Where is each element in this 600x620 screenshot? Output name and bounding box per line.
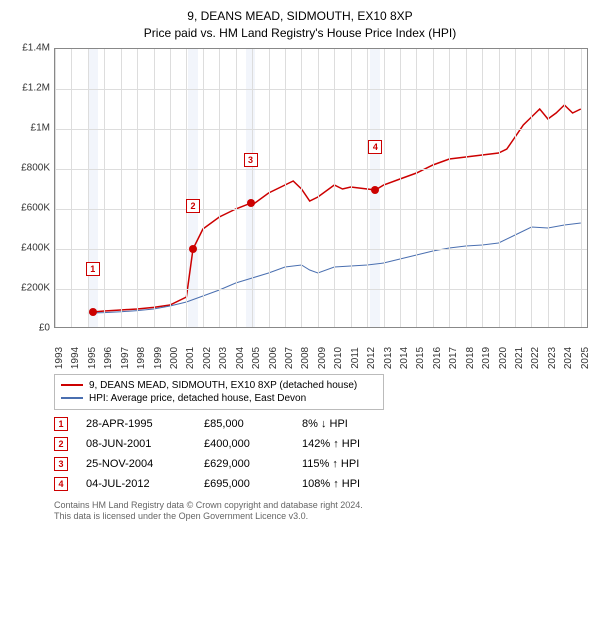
event-date: 25-NOV-2004 [86, 458, 186, 470]
x-tick-label: 2012 [366, 346, 377, 368]
x-tick-label: 2021 [514, 346, 525, 368]
y-tick-label: £1M [31, 122, 50, 133]
x-tick-label: 1998 [136, 346, 147, 368]
legend-label: HPI: Average price, detached house, East… [89, 393, 306, 404]
x-tick-label: 1999 [153, 346, 164, 368]
legend-swatch [61, 397, 83, 399]
y-tick-label: £800K [21, 162, 50, 173]
y-axis: £0£200K£400K£600K£800K£1M£1.2M£1.4M [10, 48, 52, 328]
x-tick-label: 2018 [465, 346, 476, 368]
y-tick-label: £1.4M [22, 42, 50, 53]
legend-item: HPI: Average price, detached house, East… [61, 392, 377, 405]
x-tick-label: 2016 [432, 346, 443, 368]
event-price: £400,000 [204, 438, 284, 450]
event-price: £85,000 [204, 418, 284, 430]
event-hpi: 108% ↑ HPI [302, 478, 382, 490]
sale-marker: 4 [368, 140, 382, 154]
sale-dot [89, 308, 97, 316]
chart-container: 9, DEANS MEAD, SIDMOUTH, EX10 8XP Price … [0, 0, 600, 527]
event-date: 04-JUL-2012 [86, 478, 186, 490]
event-hpi: 115% ↑ HPI [302, 458, 382, 470]
x-tick-label: 1997 [120, 346, 131, 368]
x-tick-label: 1996 [103, 346, 114, 368]
footnote: Contains HM Land Registry data © Crown c… [54, 500, 590, 523]
event-price: £695,000 [204, 478, 284, 490]
chart-lines [55, 49, 589, 329]
event-row: 3 25-NOV-2004 £629,000 115% ↑ HPI [54, 454, 590, 474]
title-block: 9, DEANS MEAD, SIDMOUTH, EX10 8XP Price … [10, 8, 590, 42]
footnote-line-1: Contains HM Land Registry data © Crown c… [54, 500, 590, 512]
x-tick-label: 2007 [284, 346, 295, 368]
x-tick-label: 2001 [185, 346, 196, 368]
x-tick-label: 2004 [235, 346, 246, 368]
sale-marker: 2 [186, 199, 200, 213]
x-tick-label: 2023 [547, 346, 558, 368]
event-hpi: 142% ↑ HPI [302, 438, 382, 450]
x-tick-label: 2005 [251, 346, 262, 368]
x-tick-label: 2024 [563, 346, 574, 368]
x-tick-label: 2011 [350, 347, 361, 369]
x-tick-label: 2009 [317, 346, 328, 368]
x-tick-label: 1995 [87, 346, 98, 368]
sale-dot [247, 199, 255, 207]
x-tick-label: 2020 [498, 346, 509, 368]
sale-marker: 1 [86, 262, 100, 276]
event-price: £629,000 [204, 458, 284, 470]
sale-dot [371, 186, 379, 194]
x-tick-label: 2022 [530, 346, 541, 368]
y-tick-label: £600K [21, 202, 50, 213]
x-tick-label: 2017 [448, 346, 459, 368]
sale-dot [189, 245, 197, 253]
x-tick-label: 1993 [54, 346, 65, 368]
footnote-line-2: This data is licensed under the Open Gov… [54, 511, 590, 523]
y-tick-label: £1.2M [22, 82, 50, 93]
x-tick-label: 2008 [300, 346, 311, 368]
event-marker: 4 [54, 477, 68, 491]
x-tick-label: 2013 [383, 346, 394, 368]
x-tick-label: 2025 [580, 346, 591, 368]
legend-label: 9, DEANS MEAD, SIDMOUTH, EX10 8XP (detac… [89, 380, 357, 391]
event-date: 28-APR-1995 [86, 418, 186, 430]
title-line-1: 9, DEANS MEAD, SIDMOUTH, EX10 8XP [10, 8, 590, 25]
legend-item: 9, DEANS MEAD, SIDMOUTH, EX10 8XP (detac… [61, 379, 377, 392]
title-line-2: Price paid vs. HM Land Registry's House … [10, 25, 590, 42]
x-tick-label: 2019 [481, 346, 492, 368]
x-tick-label: 2015 [415, 346, 426, 368]
event-marker: 1 [54, 417, 68, 431]
event-row: 4 04-JUL-2012 £695,000 108% ↑ HPI [54, 474, 590, 494]
events-table: 1 28-APR-1995 £85,000 8% ↓ HPI 2 08-JUN-2001 £… [54, 414, 590, 494]
x-tick-label: 2002 [202, 346, 213, 368]
x-tick-label: 1994 [70, 346, 81, 368]
event-row: 2 08-JUN-2001 £400,000 142% ↑ HPI [54, 434, 590, 454]
event-hpi: 8% ↓ HPI [302, 418, 382, 430]
y-tick-label: £0 [39, 322, 50, 333]
x-tick-label: 2003 [218, 346, 229, 368]
event-marker: 3 [54, 457, 68, 471]
x-tick-label: 2010 [333, 346, 344, 368]
x-tick-label: 2014 [399, 346, 410, 368]
y-tick-label: £400K [21, 242, 50, 253]
x-tick-label: 2006 [268, 346, 279, 368]
x-axis: 1993 1994 1995 1996 1997 1998 1999 2000 2001 2002… [54, 330, 588, 368]
sale-marker: 3 [244, 153, 258, 167]
y-tick-label: £200K [21, 282, 50, 293]
plot-area: 1 2 3 4 [54, 48, 588, 328]
chart-area: £0£200K£400K£600K£800K£1M£1.2M£1.4M 1234… [10, 48, 590, 368]
event-marker: 2 [54, 437, 68, 451]
event-row: 1 28-APR-1995 £85,000 8% ↓ HPI [54, 414, 590, 434]
legend-swatch [61, 384, 83, 386]
legend: 9, DEANS MEAD, SIDMOUTH, EX10 8XP (detac… [54, 374, 384, 410]
x-tick-label: 2000 [169, 346, 180, 368]
event-date: 08-JUN-2001 [86, 438, 186, 450]
